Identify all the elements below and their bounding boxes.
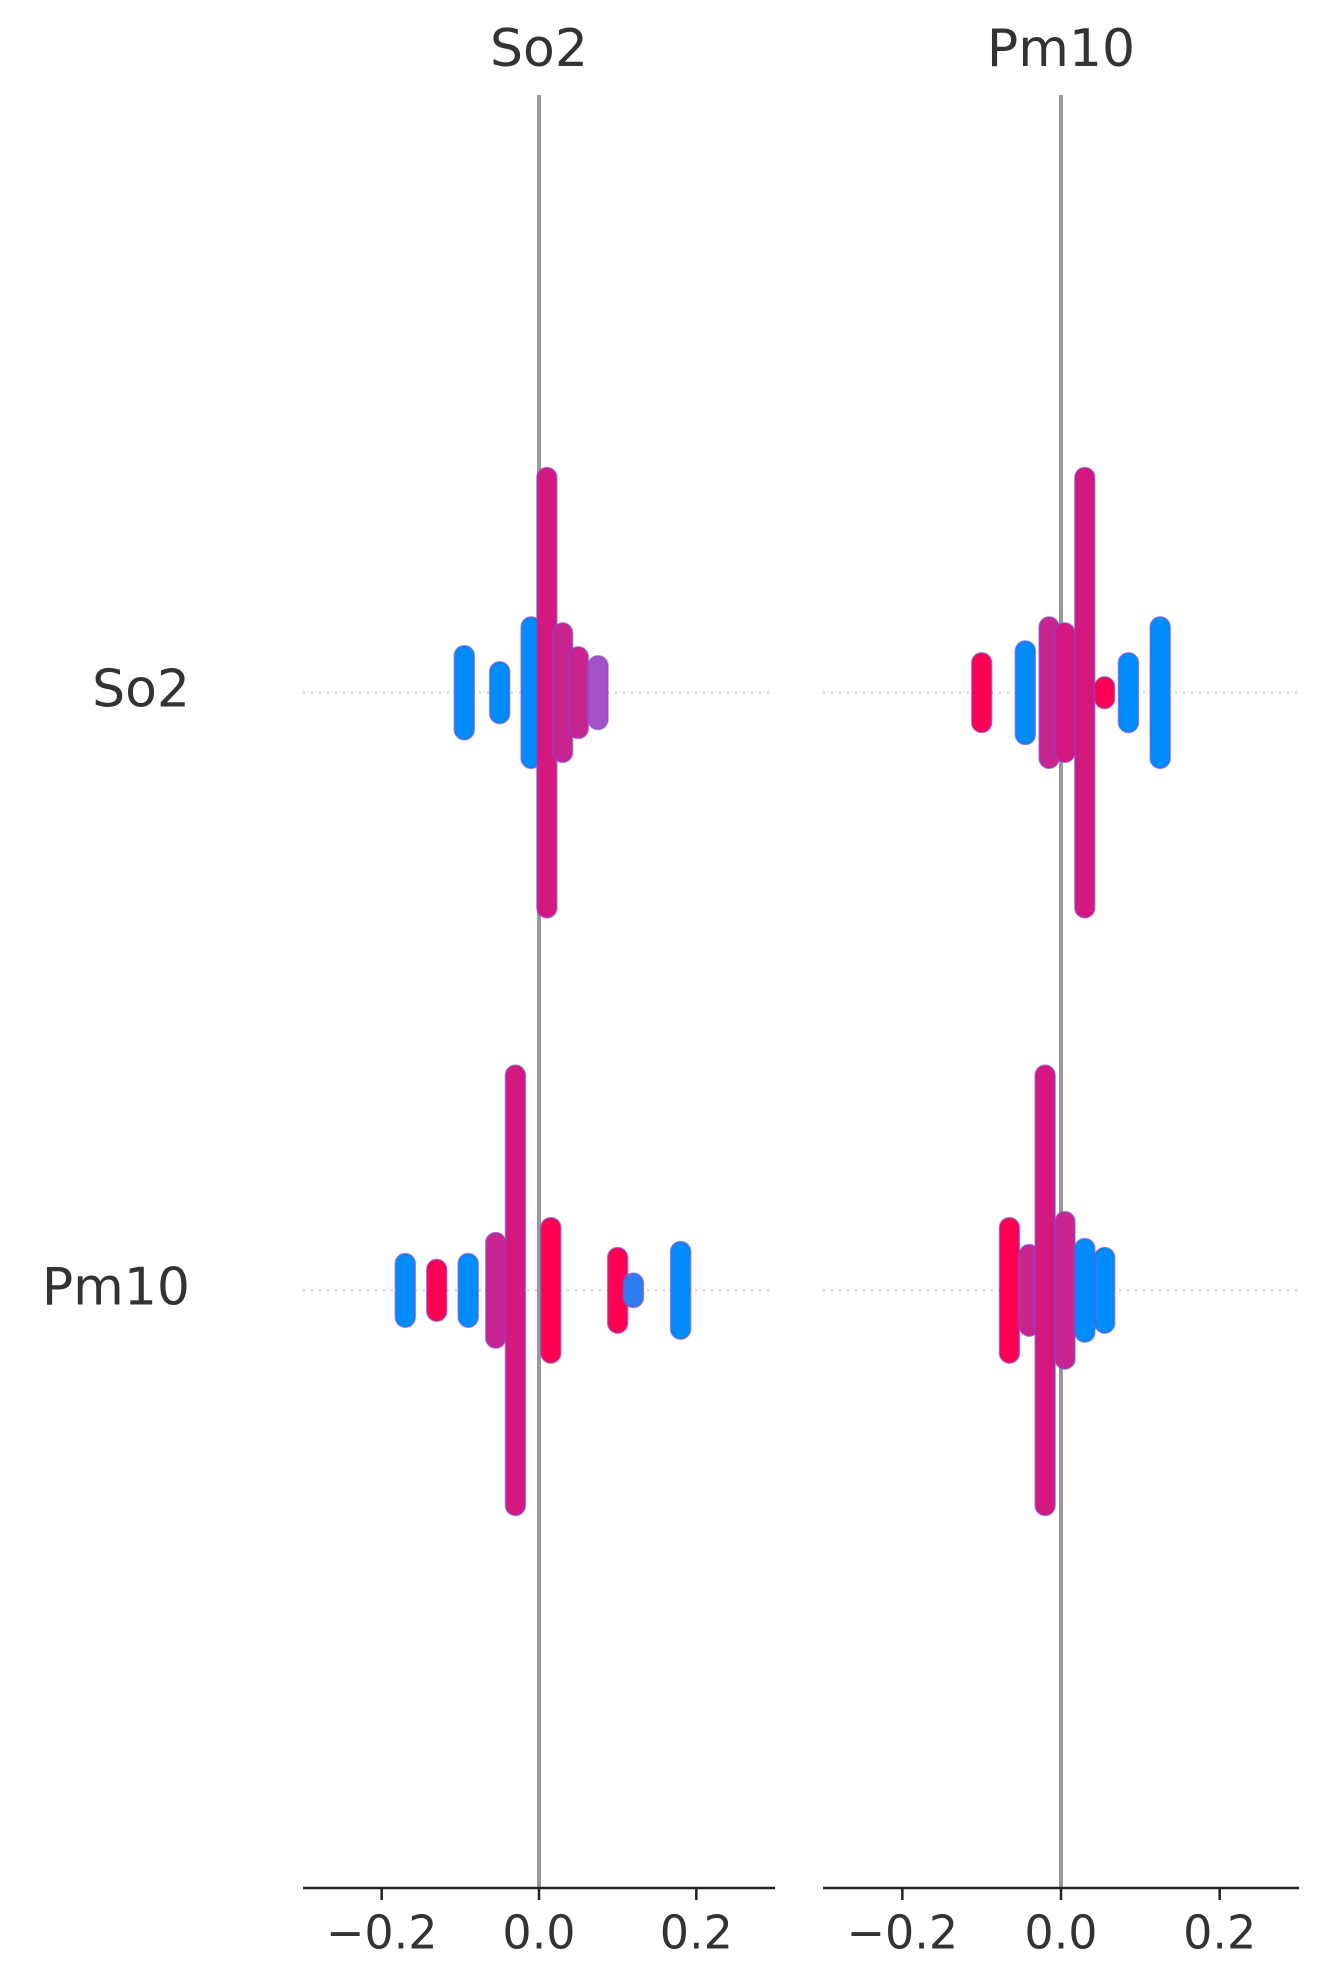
x-tick-label: 0.0 bbox=[502, 1906, 575, 1960]
row-label: So2 bbox=[92, 660, 190, 720]
swarm-strip bbox=[998, 1216, 1021, 1364]
swarm-strip bbox=[1117, 652, 1140, 734]
swarm-strip bbox=[1054, 1210, 1076, 1370]
x-tick-label: 0.2 bbox=[1183, 1906, 1256, 1960]
swarm-strip bbox=[669, 1240, 692, 1340]
swarm-strip bbox=[1074, 466, 1096, 919]
swarm-strip bbox=[567, 646, 590, 740]
swarm-strip bbox=[504, 1064, 527, 1517]
swarm-strip bbox=[1093, 1246, 1116, 1334]
swarm-strip bbox=[970, 652, 993, 734]
swarm-strip bbox=[1093, 675, 1116, 710]
swarm-strip bbox=[1054, 622, 1076, 764]
swarm-strip bbox=[394, 1252, 417, 1328]
swarm-strip bbox=[1149, 616, 1171, 770]
swarm-strip bbox=[453, 644, 476, 741]
swarm-strip bbox=[622, 1272, 645, 1309]
swarm-strip bbox=[484, 1231, 507, 1349]
swarm-strip bbox=[457, 1252, 479, 1328]
swarm-strip bbox=[425, 1258, 448, 1323]
swarm-strip bbox=[587, 655, 609, 731]
panel-title: Pm10 bbox=[987, 19, 1135, 79]
swarm-strip bbox=[1014, 640, 1037, 746]
x-tick-label: 0.2 bbox=[660, 1906, 733, 1960]
row-label: Pm10 bbox=[42, 1257, 190, 1317]
x-tick-label: −0.2 bbox=[326, 1906, 438, 1960]
x-tick-label: 0.0 bbox=[1024, 1906, 1097, 1960]
swarm-strip bbox=[1074, 1237, 1096, 1343]
swarm-strip bbox=[1034, 1064, 1056, 1517]
x-tick-label: −0.2 bbox=[846, 1906, 958, 1960]
swarm-strip bbox=[540, 1216, 562, 1364]
swarm-strip bbox=[488, 660, 511, 725]
panel-title: So2 bbox=[490, 19, 588, 79]
